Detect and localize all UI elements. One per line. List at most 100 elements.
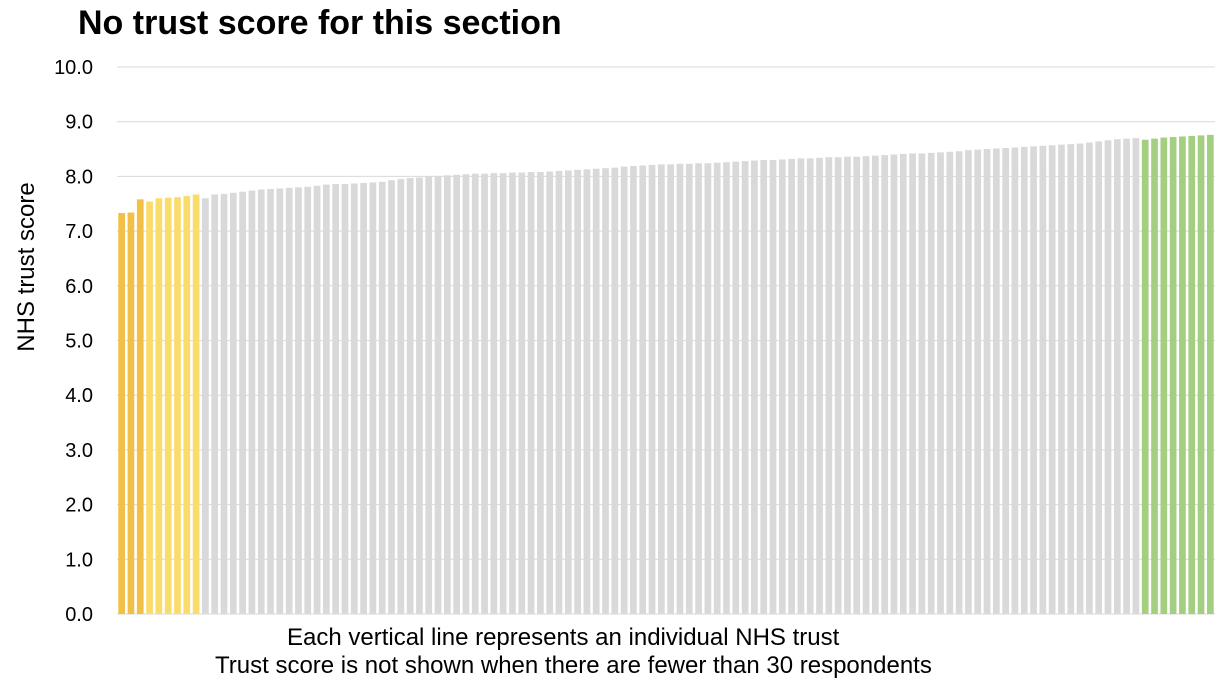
trust-bar (360, 182, 367, 614)
trust-bar (741, 161, 749, 614)
trust-bar (955, 151, 963, 615)
trust-bar (267, 188, 274, 615)
trust-bar (1020, 146, 1028, 615)
trust-bar (211, 194, 219, 614)
trust-bar (853, 156, 861, 614)
trust-bar (304, 186, 312, 615)
trust-bar (118, 213, 125, 615)
trust-bar (872, 155, 879, 615)
trust-bar (1188, 135, 1196, 615)
trust-bar (751, 160, 758, 615)
y-tick-label: 5.0 (65, 331, 93, 353)
trust-bar (425, 176, 433, 614)
trust-bar (136, 199, 144, 614)
y-tick-label: 2.0 (65, 495, 93, 517)
trust-bar (1104, 140, 1112, 615)
trust-bar (890, 154, 898, 614)
trust-bar (518, 172, 526, 614)
trust-bar (443, 175, 451, 614)
trust-bar (992, 148, 1000, 614)
trust-bar (611, 167, 619, 614)
trust-bar (1179, 136, 1186, 614)
trust-bar (1169, 137, 1177, 614)
trust-bar (1058, 144, 1065, 615)
trust-bar (155, 198, 163, 614)
trust-bar (1039, 145, 1047, 614)
y-tick-label: 7.0 (65, 221, 93, 243)
trust-bar (174, 197, 181, 614)
trust-bar (378, 181, 386, 614)
y-tick-label: 8.0 (65, 166, 93, 188)
trust-bar (1123, 138, 1130, 614)
y-tick-label: 0.0 (65, 604, 93, 626)
trust-bar (434, 175, 442, 614)
trust-bar (257, 189, 265, 614)
trust-bar (546, 171, 554, 615)
note-trust-score-not-shown: Trust score is not shown when there are … (215, 652, 932, 679)
trust-bar (899, 153, 907, 614)
trust-bar (918, 153, 926, 614)
trust-bar (564, 170, 572, 614)
trust-bar (788, 158, 795, 614)
trust-bar (1067, 144, 1075, 614)
trust-bar (676, 163, 684, 614)
trust-bar (732, 161, 740, 614)
trust-bar (202, 198, 209, 614)
trust-bar (1011, 147, 1019, 614)
trust-bar (406, 178, 414, 615)
trust-bar (471, 173, 479, 614)
trust-bar (313, 185, 321, 614)
trust-bar (639, 165, 647, 614)
y-tick-label: 9.0 (65, 112, 93, 134)
trust-bar (388, 180, 395, 615)
trust-bar (844, 156, 851, 614)
trust-bar (685, 163, 693, 614)
y-tick-label: 6.0 (65, 276, 93, 298)
trust-bar (760, 159, 768, 615)
trust-bar (825, 157, 833, 614)
trust-bar (462, 174, 470, 614)
trust-bar (127, 212, 135, 614)
trust-bar (983, 149, 991, 615)
trust-bar (769, 159, 777, 615)
trust-bar (555, 170, 563, 614)
trust-bar (834, 157, 842, 614)
trust-bar (927, 152, 935, 614)
trust-bar (1132, 138, 1140, 615)
trust-bar (1197, 135, 1205, 615)
trust-bar (583, 169, 591, 615)
trust-bar (490, 173, 498, 614)
trust-bar (965, 150, 972, 614)
trust-bar (183, 196, 191, 614)
chart-title: No trust score for this section (78, 4, 562, 42)
trust-bar (220, 193, 228, 614)
trust-bar (1141, 139, 1149, 614)
y-tick-label: 3.0 (65, 440, 93, 462)
trust-bar (416, 177, 423, 615)
trust-bar (295, 187, 302, 614)
trust-bar (713, 162, 721, 615)
trust-bar (806, 158, 814, 614)
y-axis-title: NHS trust score (13, 182, 40, 351)
trust-bar (537, 172, 544, 614)
trust-bar (648, 164, 656, 614)
trust-bar (481, 173, 488, 614)
trust-bar (285, 187, 293, 614)
trust-bar (192, 194, 200, 614)
trust-bar (1095, 141, 1103, 614)
bars (118, 134, 1214, 615)
trust-bar (341, 184, 349, 614)
y-tick-label: 10.0 (54, 57, 93, 79)
trust-bar (453, 174, 460, 614)
trust-bar (1207, 134, 1214, 614)
trust-bar (946, 151, 954, 615)
trust-bar (1113, 139, 1121, 614)
trust-bar (704, 163, 712, 614)
trust-bar (1151, 138, 1158, 614)
trust-bar (574, 169, 581, 614)
trust-bar (778, 159, 786, 614)
trust-bar (797, 158, 805, 614)
trust-bar (509, 172, 516, 614)
trust-bar (397, 179, 405, 614)
